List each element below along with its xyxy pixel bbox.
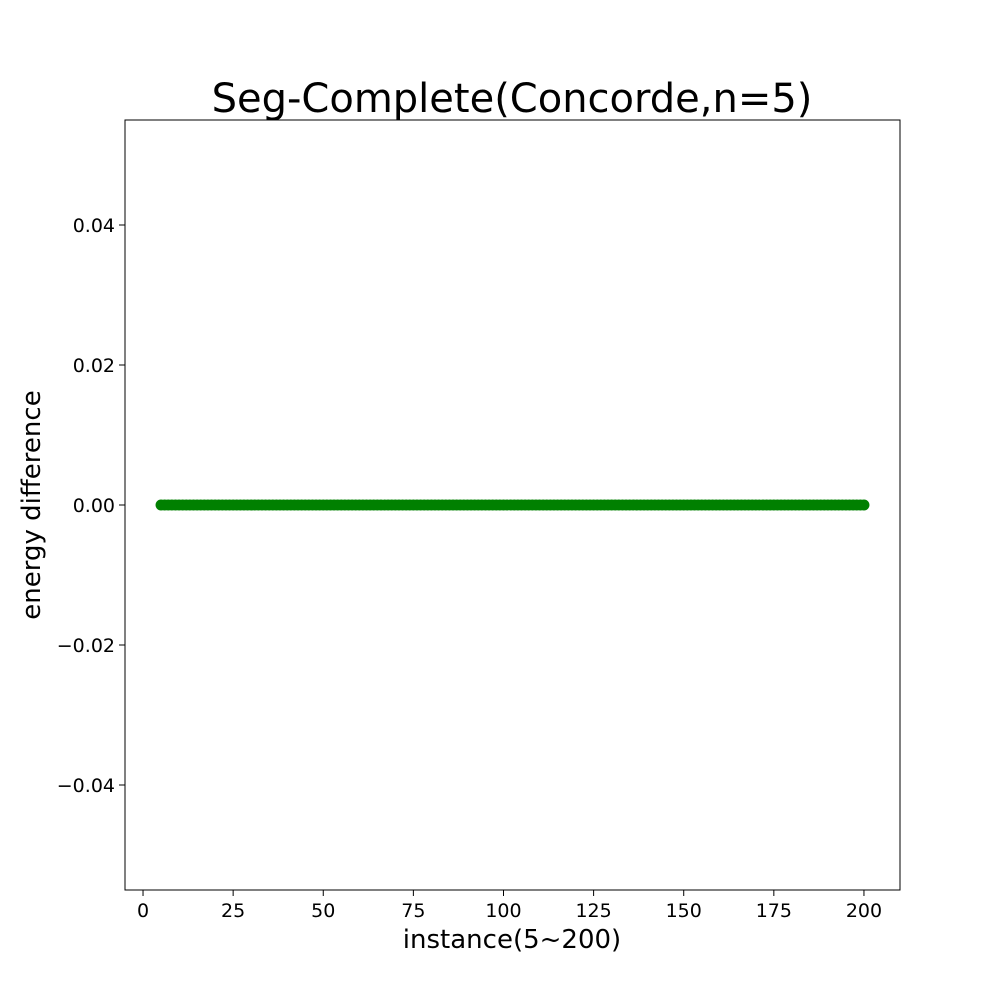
x-tick-label: 25 [221,900,245,922]
y-tick-label: −0.04 [57,775,115,797]
chart-title: Seg-Complete(Concorde,n=5) [212,76,813,122]
y-axis-ticks: 0.04 0.02 0.00 −0.02 −0.04 [57,215,125,797]
data-points [155,499,870,511]
x-tick-label: 0 [137,900,149,922]
x-axis-ticks: 0 25 50 75 100 125 150 175 200 [137,890,882,922]
data-point [858,499,870,511]
y-tick-label: 0.04 [73,215,115,237]
x-tick-label: 200 [846,900,882,922]
y-tick-label: −0.02 [57,635,115,657]
x-tick-label: 175 [756,900,792,922]
y-tick-label: 0.02 [73,355,115,377]
y-axis-label: energy difference [17,390,47,619]
y-tick-label: 0.00 [73,495,115,517]
x-tick-label: 125 [575,900,611,922]
x-tick-label: 50 [311,900,335,922]
x-tick-label: 150 [666,900,702,922]
x-tick-label: 100 [485,900,521,922]
x-axis-label: instance(5~200) [403,925,621,955]
x-tick-label: 75 [401,900,425,922]
